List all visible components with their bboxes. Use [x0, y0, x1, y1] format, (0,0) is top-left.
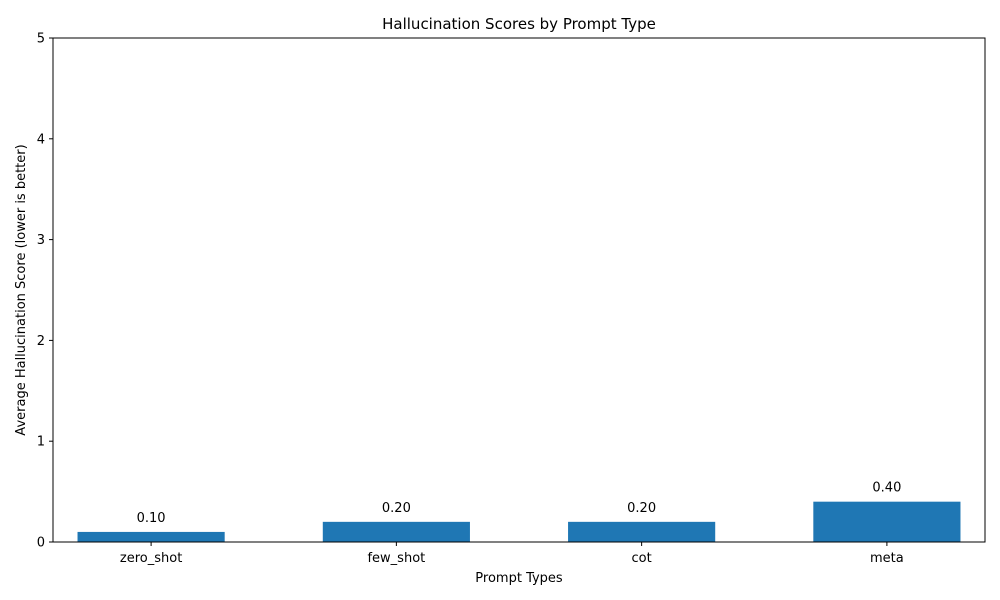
plot-frame — [52, 37, 986, 543]
y-tick-label: 2 — [37, 334, 45, 349]
x-tick-label: cot — [632, 551, 652, 566]
y-tick-label: 5 — [37, 32, 45, 47]
x-tick-label: few_shot — [367, 551, 425, 566]
bar-value-label: 0.40 — [872, 481, 901, 496]
y-tick-label: 0 — [37, 536, 45, 551]
y-tick-label: 1 — [37, 435, 45, 450]
y-tick-label: 3 — [37, 233, 45, 248]
chart-title: Hallucination Scores by Prompt Type — [382, 15, 656, 33]
x-axis-label: Prompt Types — [475, 571, 563, 586]
ticks-layer: zero_shot few_shot cot meta 0 1 2 3 4 5 — [37, 32, 904, 567]
bar-value-label: 0.20 — [627, 501, 656, 516]
y-tick-label: 4 — [37, 132, 45, 147]
bar-few_shot — [322, 521, 470, 542]
x-tick-label: meta — [870, 551, 904, 566]
bar-value-label: 0.20 — [382, 501, 411, 516]
y-axis-label: Average Hallucination Score (lower is be… — [14, 144, 29, 435]
bar-zero_shot — [77, 531, 225, 542]
x-tick-label: zero_shot — [120, 551, 182, 566]
bar-meta — [813, 501, 961, 542]
bars-layer: 0.10 0.20 0.20 0.40 — [77, 481, 961, 542]
bar-value-label: 0.10 — [137, 511, 166, 526]
bar-cot — [568, 521, 716, 542]
